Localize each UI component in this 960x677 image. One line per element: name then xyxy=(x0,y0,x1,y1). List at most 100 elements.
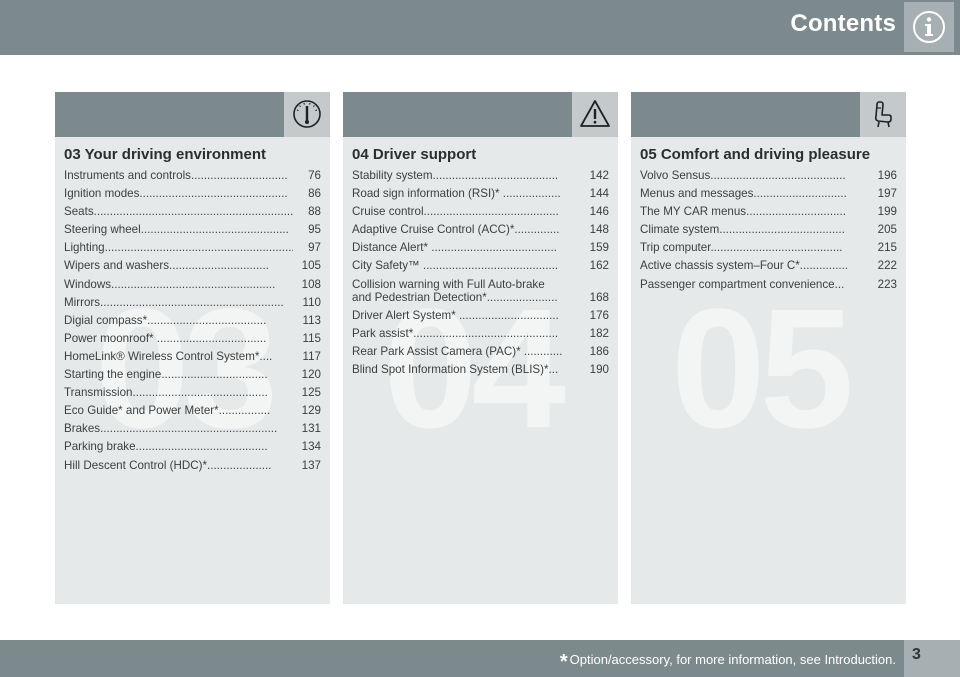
toc-entry-page: 168 xyxy=(589,291,609,305)
toc-entry-label: Hill Descent Control (HDC)*.............… xyxy=(64,458,272,472)
toc-list: Instruments and controls................… xyxy=(64,169,321,477)
toc-entry-page: 97 xyxy=(308,241,321,255)
toc-entry-label: Eco Guide* and Power Meter*.............… xyxy=(64,404,271,418)
toc-entry[interactable]: Seats...................................… xyxy=(64,205,321,219)
toc-entry[interactable]: Driver Alert System* ...................… xyxy=(352,309,609,323)
toc-entry-page: 222 xyxy=(877,259,897,273)
toc-entry[interactable]: Steering wheel..........................… xyxy=(64,223,321,237)
toc-entry-page: 108 xyxy=(301,277,321,291)
toc-entry[interactable]: Wipers and washers......................… xyxy=(64,259,321,273)
toc-entry-label: Collision warning with Full Auto-brake a… xyxy=(352,277,558,305)
toc-entry-page: 105 xyxy=(301,259,321,273)
toc-entry-page: 205 xyxy=(877,223,897,237)
toc-entry[interactable]: Digial compass*.........................… xyxy=(64,314,321,328)
toc-entry-page: 199 xyxy=(877,205,897,219)
toc-entry[interactable]: City Safety™ ...........................… xyxy=(352,259,609,273)
toc-entry[interactable]: Transmission............................… xyxy=(64,386,321,400)
toc-entry[interactable]: HomeLink® Wireless Control System*.... 11… xyxy=(64,350,321,364)
header-bar: Contents xyxy=(0,0,960,55)
section-watermark: 03 xyxy=(95,274,278,464)
toc-entry[interactable]: Hill Descent Control (HDC)*.............… xyxy=(64,459,321,473)
toc-entry-label: Power moonroof* ........................… xyxy=(64,331,267,345)
toc-entry[interactable]: Climate system..........................… xyxy=(640,223,897,237)
toc-list: Stability system........................… xyxy=(352,169,609,382)
toc-entry-page: 223 xyxy=(877,277,897,291)
toc-entry-label: Lighting................................… xyxy=(64,241,293,255)
toc-entry[interactable]: Cruise control..........................… xyxy=(352,205,609,219)
toc-entry-page: 137 xyxy=(301,458,321,472)
toc-entry-page: 190 xyxy=(589,363,609,377)
toc-entry-page: 182 xyxy=(589,327,609,341)
toc-entry-page: 197 xyxy=(877,187,897,201)
section-watermark: 04 xyxy=(383,274,566,464)
section-title: 04 Driver support xyxy=(352,146,477,163)
section-header xyxy=(55,92,330,137)
toc-entry[interactable]: Collision warning with Full Auto-brake a… xyxy=(352,278,609,305)
toc-entry-page: 113 xyxy=(302,313,321,327)
warning-triangle-icon xyxy=(572,92,618,137)
toc-entry[interactable]: Park assist*............................… xyxy=(352,327,609,341)
section-panel-04: 04 04 Driver support Stability system...… xyxy=(343,92,618,604)
toc-entry-label: Steering wheel..........................… xyxy=(64,223,289,237)
toc-entry-page: 129 xyxy=(301,404,321,418)
toc-entry-page: 196 xyxy=(877,169,897,182)
toc-entry-page: 148 xyxy=(589,223,609,237)
section-panel-03: 03 03 Your driving environment Instrumen… xyxy=(55,92,330,604)
toc-entry[interactable]: Ignition modes..........................… xyxy=(64,187,321,201)
section-title: 05 Comfort and driving pleasure xyxy=(640,146,871,163)
toc-entry[interactable]: Adaptive Cruise Control (ACC)*..........… xyxy=(352,223,609,237)
seat-icon xyxy=(860,92,906,137)
toc-entry[interactable]: Rear Park Assist Camera (PAC)* .........… xyxy=(352,345,609,359)
footnote-text: Option/accessory, for more information, … xyxy=(569,652,896,667)
toc-entry[interactable]: Windows.................................… xyxy=(64,278,321,292)
toc-entry[interactable]: Lighting................................… xyxy=(64,241,321,255)
page-title: Contents xyxy=(790,10,896,37)
section-watermark: 05 xyxy=(671,274,854,464)
toc-entry-page: 88 xyxy=(308,205,321,219)
toc-entry-label: HomeLink® Wireless Control System*.... xyxy=(64,349,273,363)
section-title: 03 Your driving environment xyxy=(64,146,266,163)
toc-entry[interactable]: Volvo Sensus............................… xyxy=(640,169,897,183)
toc-entry[interactable]: Distance Alert* ........................… xyxy=(352,241,609,255)
toc-entry-page: 134 xyxy=(301,440,321,454)
toc-entry-page: 76 xyxy=(308,169,321,182)
toc-entry-label: Brakes..................................… xyxy=(64,422,278,436)
toc-entry[interactable]: Power moonroof* ........................… xyxy=(64,332,321,346)
toc-entry-label: Road sign information (RSI)* ...........… xyxy=(352,187,561,201)
toc-entry-page: 159 xyxy=(589,241,609,255)
toc-entry-label: Rear Park Assist Camera (PAC)* .........… xyxy=(352,345,563,359)
toc-entry-label: Windows.................................… xyxy=(64,277,276,291)
toc-entry-label: Passenger compartment convenience... xyxy=(640,277,845,291)
section-header xyxy=(631,92,906,137)
toc-entry[interactable]: Instruments and controls................… xyxy=(64,169,321,183)
toc-entry[interactable]: The MY CAR menus........................… xyxy=(640,205,897,219)
toc-entry[interactable]: Mirrors.................................… xyxy=(64,296,321,310)
toc-entry-page: 95 xyxy=(308,223,321,237)
toc-entry[interactable]: Trip computer...........................… xyxy=(640,241,897,255)
toc-entry[interactable]: Stability system........................… xyxy=(352,169,609,183)
section-panel-05: 05 05 Comfort and driving pleasure Volvo… xyxy=(631,92,906,604)
toc-entry-label: Park assist*............................… xyxy=(352,327,559,341)
toc-entry-label: Menus and messages......................… xyxy=(640,187,847,201)
toc-entry-label: Trip computer...........................… xyxy=(640,241,843,255)
toc-entry[interactable]: Menus and messages......................… xyxy=(640,187,897,201)
toc-entry-label: Stability system........................… xyxy=(352,169,559,182)
toc-entry[interactable]: Parking brake...........................… xyxy=(64,440,321,454)
toc-entry-page: 144 xyxy=(589,187,609,201)
toc-entry-label: Ignition modes..........................… xyxy=(64,187,288,201)
toc-entry[interactable]: Brakes..................................… xyxy=(64,422,321,436)
toc-entry-label: Volvo Sensus............................… xyxy=(640,169,846,182)
toc-entry-page: 215 xyxy=(877,241,897,255)
toc-entry-label: Adaptive Cruise Control (ACC)*..........… xyxy=(352,223,560,237)
toc-entry[interactable]: Road sign information (RSI)* ...........… xyxy=(352,187,609,201)
toc-entry[interactable]: Active chassis system–Four C*...........… xyxy=(640,259,897,273)
page-number-box: 3 xyxy=(904,640,960,677)
toc-entry[interactable]: Eco Guide* and Power Meter*.............… xyxy=(64,404,321,418)
toc-entry[interactable]: Starting the engine.....................… xyxy=(64,368,321,382)
toc-entry-label: Active chassis system–Four C*...........… xyxy=(640,259,849,273)
toc-entry[interactable]: Passenger compartment convenience... 223 xyxy=(640,278,897,292)
toc-entry-label: Blind Spot Information System (BLIS)*... xyxy=(352,363,559,377)
toc-entry-label: Transmission............................… xyxy=(64,386,268,400)
toc-entry[interactable]: Blind Spot Information System (BLIS)*...… xyxy=(352,363,609,377)
footnote: * Option/accessory, for more information,… xyxy=(560,651,896,674)
